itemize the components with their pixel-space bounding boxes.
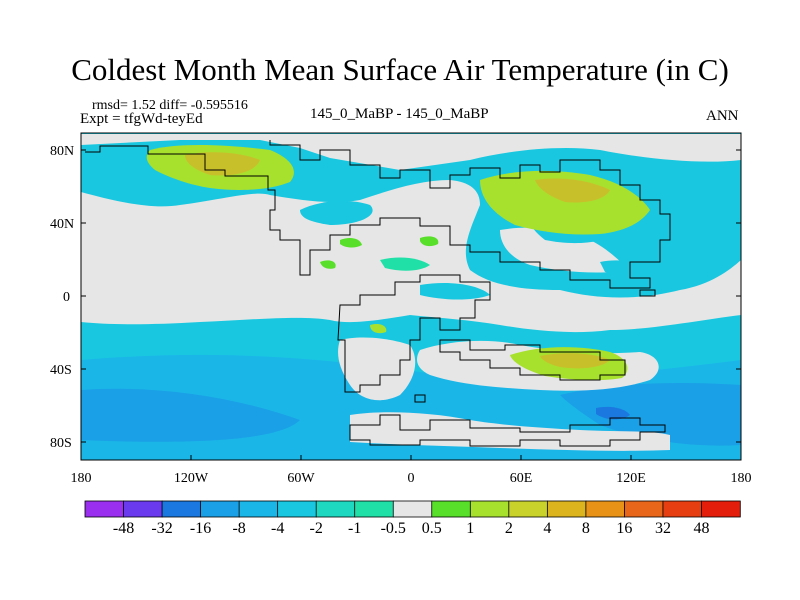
lon-label-180w: 180 [71, 471, 92, 486]
deep-blue-patch-east [560, 383, 741, 446]
colorbar-swatch [277, 500, 317, 518]
lat-label-40s: 40S [50, 363, 72, 378]
south-america-neutral-field [338, 337, 416, 401]
green-spot-1 [340, 237, 362, 248]
colorbar-swatch [508, 500, 549, 518]
antarctic-outline [349, 414, 666, 447]
experiment-label: Expt = tfgWd-teyEd [80, 111, 203, 127]
island-outline-2 [414, 394, 426, 403]
lat-label-0: 0 [63, 290, 70, 305]
colorbar-label: 0.5 [422, 520, 442, 537]
green-spot-3 [370, 323, 387, 334]
colorbar-swatch [238, 500, 279, 518]
colorbar-swatch [315, 500, 356, 518]
colorbar: -48 -32 -16 -8 -4 -2 -1 -0.5 0.5 1 2 4 8 16 32 48 [84, 500, 741, 537]
lon-label-180e: 180 [731, 471, 752, 486]
lat-label-40n: 40N [50, 217, 74, 232]
colorbar-label: -0.5 [381, 520, 406, 537]
colorbar-swatch [354, 500, 394, 518]
colorbar-swatch [701, 500, 741, 518]
colorbar-label: 1 [466, 520, 474, 537]
island-outline-1 [639, 289, 656, 297]
colorbar-swatch [84, 500, 125, 518]
southern-continent-outline [337, 274, 491, 393]
map-field [81, 133, 741, 460]
colorbar-label: -48 [113, 520, 134, 537]
lon-label-120e: 120E [616, 471, 646, 486]
colorbar-label: -32 [151, 520, 172, 537]
colorbar-swatch [546, 500, 587, 518]
colorbar-label: 48 [693, 520, 709, 537]
colorbar-swatch [431, 500, 471, 518]
colorbar-label: -2 [310, 520, 323, 537]
lon-label-60e: 60E [510, 471, 533, 486]
positive-anomaly-northeast [480, 170, 650, 235]
lon-ticks [190, 455, 632, 460]
lon-label-60w: 60W [287, 471, 315, 486]
colorbar-label: 32 [655, 520, 671, 537]
northern-continents-outline [85, 140, 671, 289]
colorbar-swatch [662, 500, 703, 518]
season-label: ANN [706, 108, 739, 124]
lon-label-0: 0 [408, 471, 415, 486]
rmsd-diff-stats: rmsd= 1.52 diff= -0.595516 [92, 98, 248, 113]
tropical-neutral-field [81, 180, 741, 333]
colorbar-swatch [123, 500, 163, 518]
lon-label-120w: 120W [174, 471, 209, 486]
colorbar-label: -4 [271, 520, 284, 537]
colorbar-label: 4 [543, 520, 551, 537]
colorbar-label: 8 [582, 520, 590, 537]
deep-blue-core [596, 406, 630, 420]
colorbar-label: 16 [616, 520, 632, 537]
asia-neutral-field [500, 227, 630, 273]
colorbar-swatch [200, 500, 240, 518]
case-label: 145_0_MaBP - 145_0_MaBP [310, 106, 489, 122]
lat-ticks [81, 149, 741, 443]
lat-label-80n: 80N [50, 144, 74, 159]
arctic-neutral-field [81, 134, 741, 170]
deep-blue-patch-west [81, 388, 300, 442]
colorbar-swatch [469, 500, 510, 518]
cyan-patch-1 [300, 200, 373, 225]
southern-landmass-outline [439, 339, 626, 381]
colorbar-swatch [161, 500, 202, 518]
colorbar-swatch [624, 500, 664, 518]
colorbar-label: -16 [190, 520, 211, 537]
colorbar-swatch [392, 500, 433, 518]
lat-label-80s: 80S [50, 436, 72, 451]
cyan-patch-4 [600, 260, 650, 276]
cyan-patch-3 [420, 283, 490, 300]
plot-title: Coldest Month Mean Surface Air Temperatu… [71, 52, 729, 87]
warm-core-northeast [535, 178, 610, 203]
colorbar-label: -1 [348, 520, 361, 537]
green-spot-4 [320, 260, 336, 269]
warm-core-northwest [185, 152, 260, 176]
colorbar-swatch [585, 500, 626, 518]
green-spot-2 [420, 236, 439, 247]
warm-core-south [540, 353, 610, 369]
coastlines [85, 140, 671, 447]
colorbar-label: -8 [232, 520, 245, 537]
teal-patch-1 [380, 257, 430, 271]
colorbar-label: 2 [505, 520, 513, 537]
